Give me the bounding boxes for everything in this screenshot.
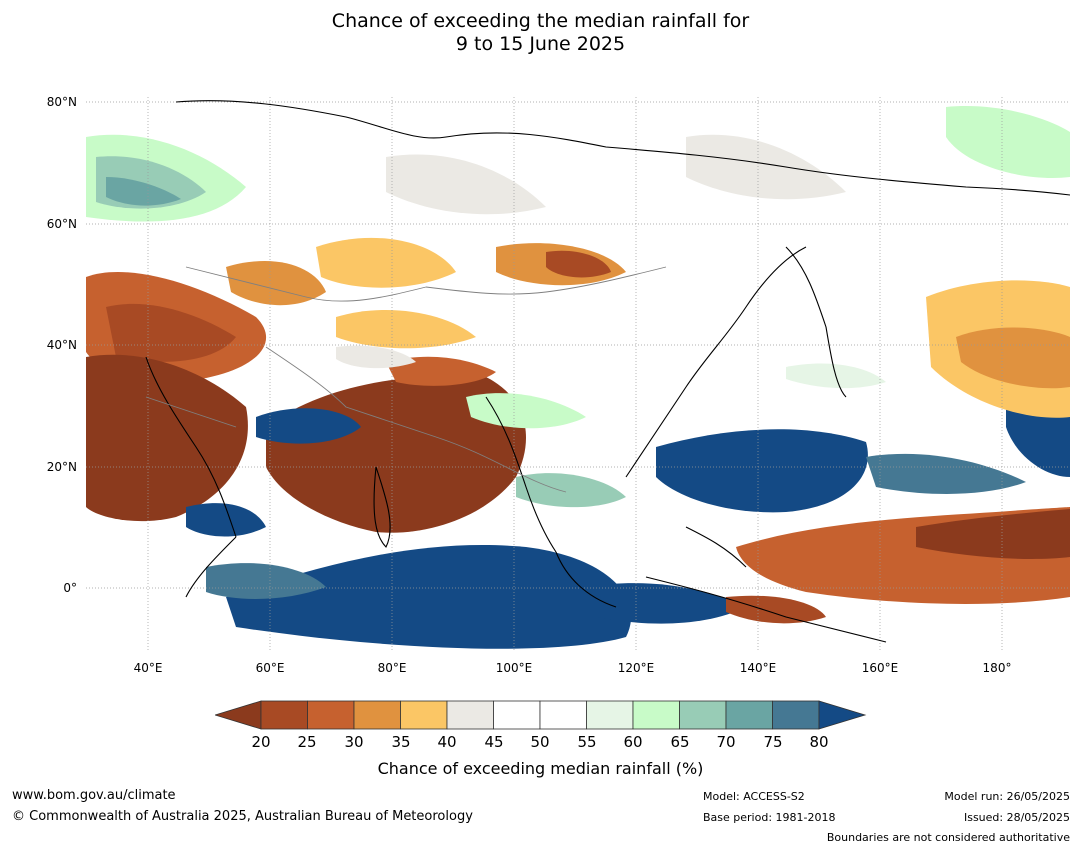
colorbar-tick: 80 [809,733,829,751]
lon-label: 160°E [861,661,899,675]
colorbar-swatch [493,700,541,730]
colorbar-swatch [446,700,494,730]
map-title: Chance of exceeding the median rainfall … [0,10,1081,56]
colorbar-swatch [679,700,727,730]
colorbar-tick: 40 [437,733,457,751]
lon-label: 100°E [495,661,533,675]
coastlines [145,100,1070,643]
lon-label: 60°E [255,661,285,675]
colorbar-swatch [400,700,448,730]
lat-label: 20°N [46,460,77,474]
colorbar-swatch [260,700,308,730]
rainfall-map [86,97,1070,650]
colorbar-tick: 55 [577,733,597,751]
colorbar-tick: 75 [763,733,783,751]
lon-label: 40°E [133,661,163,675]
lat-label: 40°N [46,338,77,352]
website-link[interactable]: www.bom.gov.au/climate [12,788,176,803]
lon-label: 120°E [617,661,655,675]
boundaries-note: Boundaries are not considered authoritat… [826,831,1070,844]
lon-label: 180° [982,661,1012,675]
colorbar-tick: 25 [297,733,317,751]
colorbar-tick: 20 [251,733,271,751]
probability-regions [86,106,1070,649]
base-period-text: Base period: 1981-2018 [703,811,836,824]
lat-label: 60°N [46,217,77,231]
colorbar-swatch [539,700,587,730]
colorbar-tick: 60 [623,733,643,751]
colorbar-swatch [353,700,401,730]
colorbar-swatch [725,700,773,730]
model-run-text: Model run: 26/05/2025 [944,790,1070,803]
map-canvas [86,97,1070,650]
colorbar-swatch [632,700,680,730]
colorbar-tick: 65 [670,733,690,751]
issued-text: Issued: 28/05/2025 [963,811,1070,824]
lat-label: 0° [63,581,77,595]
colorbar-below-arrow [213,700,262,730]
colorbar-swatch [307,700,355,730]
lon-label: 140°E [739,661,777,675]
map-gridlines [86,97,1070,650]
title-line-1: Chance of exceeding the median rainfall … [331,10,750,32]
colorbar-tick: 35 [391,733,411,751]
colorbar-swatch [586,700,634,730]
title-line-2: 9 to 15 June 2025 [455,33,626,55]
colorbar-tick: 45 [484,733,504,751]
colorbar-swatches [213,700,867,730]
colorbar-tick: 50 [530,733,550,751]
lon-label: 80°E [377,661,407,675]
colorbar-tick: 70 [716,733,736,751]
colorbar-swatch [772,700,820,730]
model-text: Model: ACCESS-S2 [703,790,805,803]
colorbar-tick: 30 [344,733,364,751]
lat-label: 80°N [46,95,77,109]
copyright-text: © Commonwealth of Australia 2025, Austra… [12,809,473,824]
colorbar-title: Chance of exceeding median rainfall (%) [377,759,704,778]
colorbar [213,700,867,734]
colorbar-above-arrow [818,700,867,730]
country-borders [145,266,667,493]
